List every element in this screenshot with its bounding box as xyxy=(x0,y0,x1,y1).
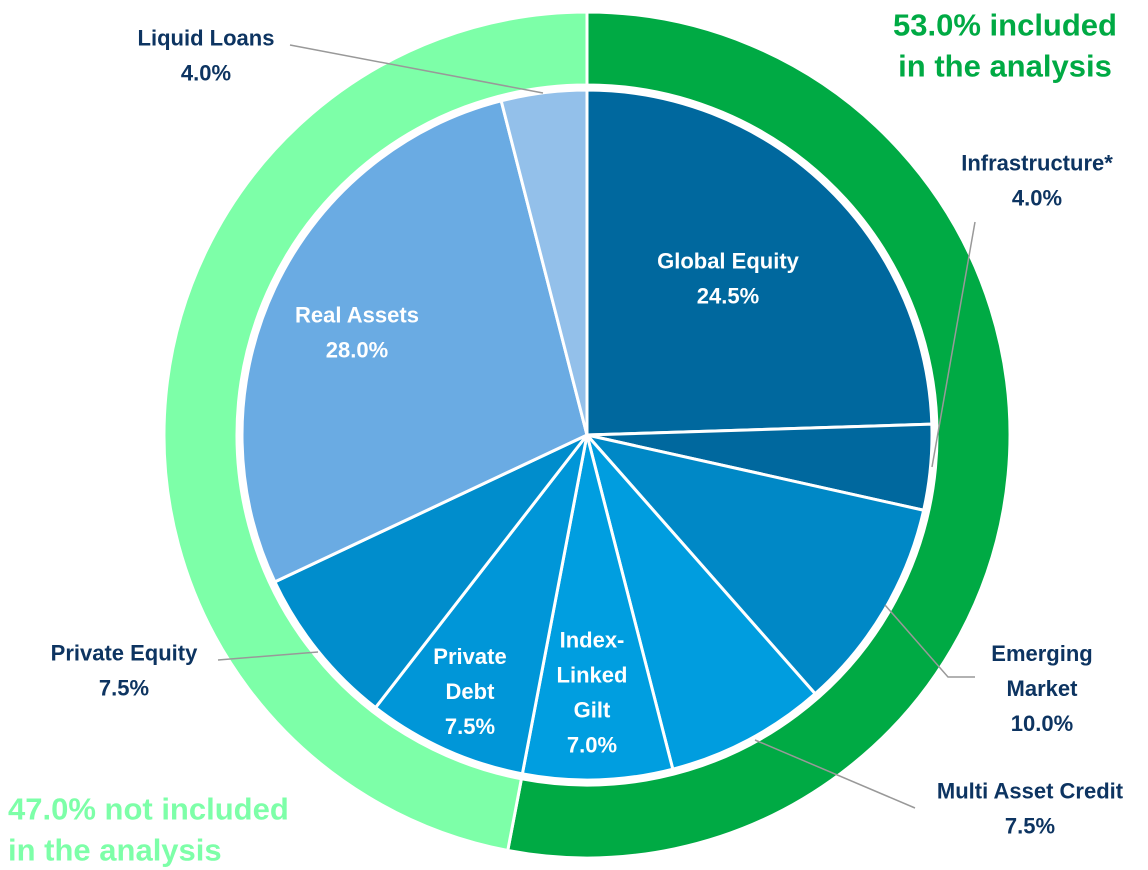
ring-label: 53.0% included in the analysis xyxy=(893,8,1117,84)
leader-line xyxy=(931,221,976,468)
slice-label: 7.5% xyxy=(445,714,495,739)
slice-label: Index-Linked Gilt xyxy=(557,627,628,722)
leader-line xyxy=(289,44,544,94)
slice-label: Infrastructure* xyxy=(961,150,1113,175)
pie-slice xyxy=(585,88,934,437)
leader-line xyxy=(754,739,916,809)
slice-label: 24.5% xyxy=(697,283,759,308)
slice-label: Private Debt xyxy=(433,644,506,704)
slice-label: Liquid Loans xyxy=(138,25,275,50)
slice-label: 4.0% xyxy=(1012,185,1062,210)
slice-label: Real Assets xyxy=(295,302,419,327)
slice-label: 7.5% xyxy=(1005,813,1055,838)
pie-slice xyxy=(240,99,589,584)
ring-segment xyxy=(505,10,1012,860)
slice-label: Emerging Market xyxy=(991,641,1092,701)
slice-label: Global Equity xyxy=(657,248,800,273)
pie-slice xyxy=(499,88,589,437)
pie-slice xyxy=(273,433,589,710)
pie-slice xyxy=(585,433,817,771)
pie-slice xyxy=(520,433,675,782)
slice-label: Multi Asset Credit xyxy=(937,778,1124,803)
pie-slice xyxy=(585,433,926,696)
slice-label: 4.0% xyxy=(181,60,231,85)
ring-label: 47.0% not included in the analysis xyxy=(8,792,289,868)
slice-label: 7.5% xyxy=(99,675,149,700)
ring-segment xyxy=(162,10,589,853)
slice-label: 28.0% xyxy=(326,337,388,362)
slice-label: 10.0% xyxy=(1011,711,1073,736)
leader-line xyxy=(884,604,975,678)
slice-label: 7.0% xyxy=(567,732,617,757)
pie-slice xyxy=(374,433,589,776)
leader-line xyxy=(217,651,319,661)
slice-label: Private Equity xyxy=(51,640,198,665)
